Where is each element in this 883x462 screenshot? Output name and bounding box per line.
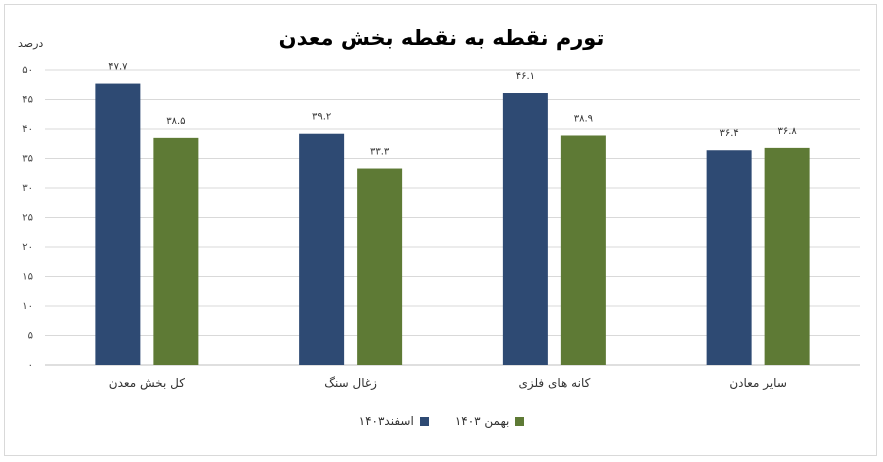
y-axis-label: درصد (18, 37, 44, 50)
y-tick-label: ۳۰ (22, 183, 33, 194)
bar (357, 168, 403, 365)
y-tick-label: ۱۵ (22, 272, 33, 283)
x-category-label: کانه های فلزی (518, 376, 590, 391)
y-tick-label: ۳۵ (22, 154, 33, 165)
y-tick-label: ۴۵ (22, 95, 33, 106)
y-tick-label: ۵۰ (22, 65, 33, 76)
data-label: ۴۷.۷ (108, 62, 128, 73)
bar (502, 93, 548, 365)
bar (764, 147, 810, 365)
y-tick-label: ۵ (28, 331, 33, 342)
legend-label-series-2: بهمن ۱۴۰۳ (454, 414, 510, 428)
bar (299, 133, 345, 365)
y-tick-label: ۴۰ (22, 124, 33, 135)
data-label: ۳۸.۵ (166, 116, 185, 127)
bar (153, 137, 199, 365)
x-category-label: کل بخش معدن (109, 376, 185, 391)
data-label: ۳۹.۲ (312, 112, 331, 123)
legend-item-series-2: بهمن ۱۴۰۳ (455, 414, 525, 428)
data-label: ۳۶.۸ (777, 126, 797, 137)
data-label: ۳۳.۳ (370, 147, 390, 158)
bar (95, 83, 141, 365)
y-tick-label: ۲۵ (22, 213, 33, 224)
data-label: ۳۸.۹ (574, 113, 593, 124)
legend: اسفند۱۴۰۳ بهمن ۱۴۰۳ (0, 414, 883, 428)
y-tick-label: ۰ (28, 360, 33, 371)
data-label: ۳۶.۴ (719, 128, 738, 139)
bar (560, 135, 606, 365)
legend-swatch-series-1 (419, 416, 429, 426)
chart-title: تورم نقطه به نقطه بخش معدن (278, 26, 605, 50)
legend-item-series-1: اسفند۱۴۰۳ (359, 414, 429, 428)
y-tick-label: ۲۰ (22, 242, 33, 253)
legend-swatch-series-2 (515, 416, 525, 426)
x-category-label: سایر معادن (729, 376, 787, 391)
bar (706, 150, 752, 365)
y-tick-label: ۱۰ (22, 301, 33, 312)
x-category-label: زغال سنگ (324, 376, 377, 391)
data-label: ۴۶.۱ (516, 71, 535, 82)
legend-label-series-1: اسفند۱۴۰۳ (358, 414, 414, 428)
